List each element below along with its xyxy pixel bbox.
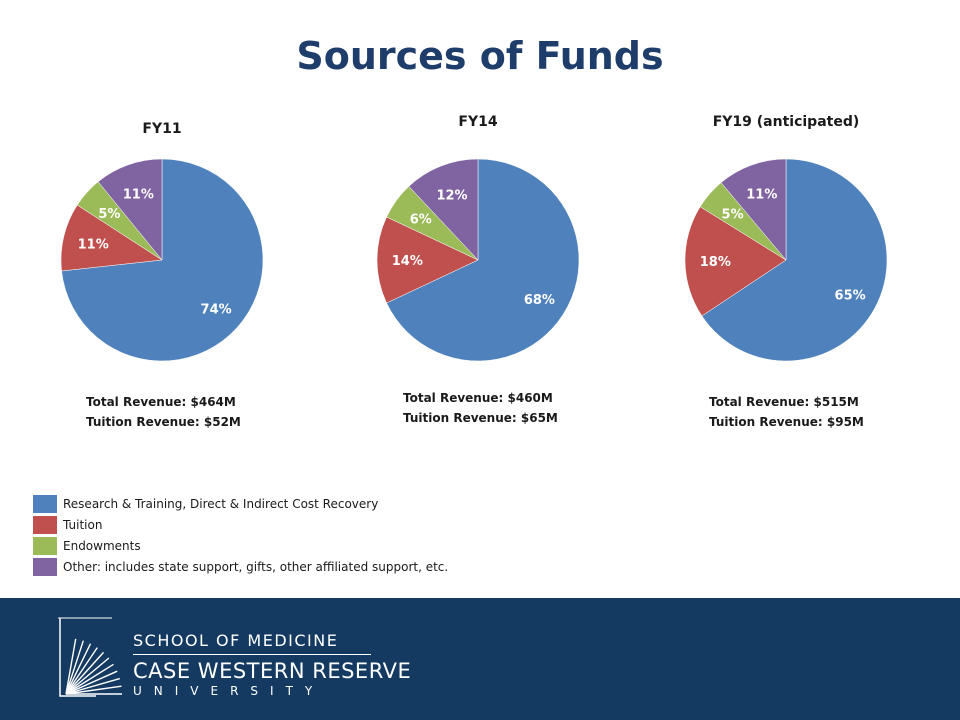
sunburst-ray (65, 647, 98, 695)
sunburst-ray (65, 663, 114, 695)
slice-label-tuition: 11% (78, 238, 109, 253)
sunburst-ray (65, 651, 105, 695)
pie-slice-other (97, 158, 163, 261)
legend-label-endowments: Endowments (63, 539, 141, 553)
sunburst-ray (65, 643, 92, 695)
pie-slice-tuition (60, 204, 163, 272)
fy14-total-revenue: Total Revenue: $460M (403, 391, 553, 405)
fy19-tuition-revenue: Tuition Revenue: $95M (709, 415, 864, 429)
pie-chart-1: FY14 68% 14% 6% 12% (376, 114, 580, 362)
pie-slice-research (386, 158, 580, 362)
pie-slice-other (720, 158, 787, 261)
slice-label-endowments: 5% (98, 207, 120, 222)
slice-label-research: 68% (524, 293, 555, 308)
pie-title: FY19 (anticipated) (713, 114, 860, 130)
fy19-total-revenue: Total Revenue: $515M (709, 395, 859, 409)
sunburst-ray (65, 640, 84, 695)
pie-chart-2: FY19 (anticipated) 65% 18% 5%11% (684, 114, 888, 362)
slice-label-other: 11% (123, 187, 154, 202)
slice-label-endowments: 6% (410, 212, 432, 227)
institution-name: CASE WESTERN RESERVE (133, 659, 412, 683)
pie-title: FY14 (458, 114, 497, 130)
legend-swatch-endowments (33, 537, 57, 555)
slice-label-research: 65% (835, 288, 866, 303)
legend-swatch-other (33, 558, 57, 576)
legend-item-tuition: Tuition (33, 515, 448, 535)
legend-item-other: Other: includes state support, gifts, ot… (33, 557, 448, 577)
legend: Research & Training, Direct & Indirect C… (33, 494, 448, 578)
fy11-revenue-note: Total Revenue: $464M Tuition Revenue: $5… (86, 392, 241, 432)
fy14-tuition-revenue: Tuition Revenue: $65M (403, 411, 558, 425)
legend-label-tuition: Tuition (63, 518, 103, 532)
slide-title: Sources of Funds (296, 34, 664, 78)
footer-banner: SCHOOL OF MEDICINE CASE WESTERN RESERVE … (0, 598, 960, 720)
logo-rule-top (133, 654, 371, 655)
university-name: UNIVERSITY (133, 684, 325, 698)
sunburst-logo-icon (58, 617, 122, 697)
pie-slice-research (701, 158, 888, 362)
pie-slice-tuition (684, 206, 787, 317)
legend-item-endowments: Endowments (33, 536, 448, 556)
pie-slice-tuition (376, 216, 479, 304)
sunburst-ray (65, 685, 122, 695)
fy14-revenue-note: Total Revenue: $460M Tuition Revenue: $6… (403, 388, 558, 428)
slice-label-other: 11% (746, 188, 777, 203)
fy11-total-revenue: Total Revenue: $464M (86, 395, 236, 409)
sunburst-ray (65, 638, 77, 695)
slice-label-tuition: 18% (700, 255, 731, 270)
legend-item-research: Research & Training, Direct & Indirect C… (33, 494, 448, 514)
legend-label-research: Research & Training, Direct & Indirect C… (63, 497, 379, 511)
sunburst-ray (65, 670, 118, 695)
legend-swatch-research (33, 495, 57, 513)
slice-label-endowments: 5% (722, 208, 744, 223)
slice-label-tuition: 14% (392, 254, 423, 269)
sunburst-ray (65, 657, 110, 695)
legend-label-other: Other: includes state support, gifts, ot… (63, 560, 449, 574)
slice-label-other: 12% (436, 188, 467, 203)
sunburst-ray (65, 677, 120, 695)
school-name: SCHOOL OF MEDICINE (133, 631, 339, 650)
pie-slice-other (408, 158, 479, 261)
legend-swatch-tuition (33, 516, 57, 534)
slice-label-research: 74% (201, 303, 232, 318)
fy11-tuition-revenue: Tuition Revenue: $52M (86, 415, 241, 429)
fy19-revenue-note: Total Revenue: $515M Tuition Revenue: $9… (709, 392, 864, 432)
pie-title: FY11 (142, 121, 181, 137)
